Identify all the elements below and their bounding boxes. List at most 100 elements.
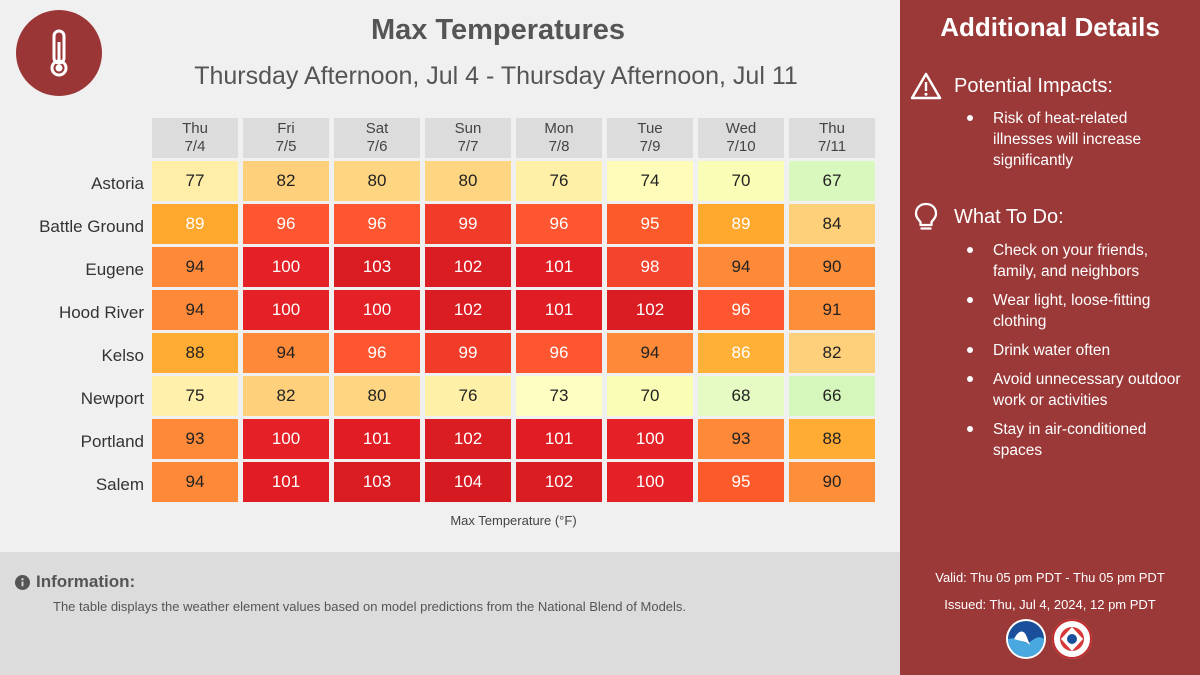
temperature-cell: 100 [607, 462, 693, 502]
column-date: 7/6 [366, 138, 388, 155]
what-to-do-title: What To Do: [954, 205, 1064, 228]
temperature-cell: 101 [516, 247, 602, 287]
list-item: Wear light, loose-fitting clothing [964, 290, 1189, 332]
temperature-cell: 100 [243, 247, 329, 287]
column-day: Mon [544, 120, 574, 137]
column-day: Fri [277, 120, 295, 137]
information-bar: Information: The table displays the weat… [0, 552, 900, 675]
temperature-table: Thu 7/4 Fri 7/5 Sat 7/6 Sun 7/7 Mon 7/8 Tue 7/9 Wed 7… [152, 118, 875, 502]
column-day: Sun [454, 120, 482, 137]
temperature-cell: 90 [789, 462, 875, 502]
temperature-cell: 95 [698, 462, 784, 502]
noaa-logo [1006, 619, 1046, 659]
temperature-cell: 99 [425, 333, 511, 373]
temperature-cell: 100 [243, 290, 329, 330]
what-to-do-heading: What To Do: [910, 202, 1064, 232]
temperature-cell: 80 [334, 376, 420, 416]
nws-emblem [1052, 619, 1092, 659]
temperature-cell: 80 [334, 161, 420, 201]
temperature-cell: 84 [789, 204, 875, 244]
temperature-cell: 102 [516, 462, 602, 502]
temperature-cell: 94 [152, 290, 238, 330]
warning-icon [910, 72, 942, 100]
lightbulb-icon [914, 202, 938, 230]
temperature-cell: 68 [698, 376, 784, 416]
temperature-cell: 101 [516, 419, 602, 459]
temperature-cell: 94 [698, 247, 784, 287]
row-label: Astoria [91, 174, 144, 193]
temperature-cell: 67 [789, 161, 875, 201]
info-icon [15, 574, 30, 590]
column-header: Mon 7/8 [516, 118, 602, 158]
todo-list: Check on your friends, family, and neigh… [964, 240, 1189, 469]
row-label: Portland [80, 432, 144, 451]
temperature-cell: 88 [789, 419, 875, 459]
row-label: Kelso [101, 346, 144, 365]
temperature-cell: 88 [152, 333, 238, 373]
column-date: 7/5 [275, 138, 297, 155]
temperature-cell: 96 [516, 204, 602, 244]
temperature-cell: 102 [607, 290, 693, 330]
temperature-cell: 100 [243, 419, 329, 459]
temperature-cell: 95 [607, 204, 693, 244]
temperature-cell: 100 [607, 419, 693, 459]
column-date: 7/11 [817, 138, 847, 155]
temperature-cell: 75 [152, 376, 238, 416]
temperature-cell: 66 [789, 376, 875, 416]
row-label: Salem [95, 475, 144, 494]
column-date: 7/4 [184, 138, 206, 155]
temperature-cell: 103 [334, 462, 420, 502]
page-subtitle: Thursday Afternoon, Jul 4 - Thursday Aft… [194, 62, 798, 90]
temperature-cell: 94 [152, 247, 238, 287]
list-item: Drink water often [964, 340, 1189, 361]
information-title: Information: [36, 572, 136, 591]
column-date: 7/9 [639, 138, 661, 155]
temperature-cell: 70 [698, 161, 784, 201]
temperature-cell: 96 [334, 333, 420, 373]
temperature-cell: 99 [425, 204, 511, 244]
temperature-cell: 80 [425, 161, 511, 201]
temperature-cell: 91 [789, 290, 875, 330]
temperature-cell: 70 [607, 376, 693, 416]
temperature-cell: 93 [152, 419, 238, 459]
temperature-cell: 82 [789, 333, 875, 373]
thermometer-logo [16, 10, 102, 96]
temperature-cell: 96 [698, 290, 784, 330]
column-header: Thu 7/4 [152, 118, 238, 158]
noaa-emblem [1008, 621, 1044, 657]
temperature-cell: 89 [152, 204, 238, 244]
additional-details-panel: Additional Details Potential Impacts: Ri… [900, 0, 1200, 675]
column-date: 7/7 [457, 138, 479, 155]
temperature-cell: 96 [334, 204, 420, 244]
column-day: Thu [182, 120, 208, 137]
column-day: Wed [725, 120, 757, 137]
temperature-cell: 82 [243, 376, 329, 416]
temperature-cell: 76 [516, 161, 602, 201]
list-item: Check on your friends, family, and neigh… [964, 240, 1189, 282]
temperature-cell: 101 [334, 419, 420, 459]
column-header: Sun 7/7 [425, 118, 511, 158]
information-heading: Information: [15, 572, 135, 592]
information-text: The table displays the weather element v… [53, 599, 687, 614]
main-panel: Max Temperatures Thursday Afternoon, Jul… [0, 10, 875, 528]
row-label: Eugene [85, 260, 144, 279]
issued-time: Issued: Thu, Jul 4, 2024, 12 pm PDT [944, 597, 1156, 612]
temperature-cell: 93 [698, 419, 784, 459]
row-label: Hood River [58, 303, 144, 322]
temperature-cell: 103 [334, 247, 420, 287]
temperature-cell: 102 [425, 290, 511, 330]
list-item: Risk of heat-related illnesses will incr… [964, 108, 1189, 171]
column-header: Tue 7/9 [607, 118, 693, 158]
column-header: Thu 7/11 [789, 118, 875, 158]
temperature-cell: 89 [698, 204, 784, 244]
temperature-cell: 96 [516, 333, 602, 373]
temperature-cell: 82 [243, 161, 329, 201]
temperature-cell: 101 [243, 462, 329, 502]
valid-time: Valid: Thu 05 pm PDT - Thu 05 pm PDT [935, 570, 1165, 585]
row-labels: Astoria Battle Ground Eugene Hood River Kels… [0, 161, 144, 505]
column-date: 7/10 [726, 138, 756, 155]
temperature-cell: 76 [425, 376, 511, 416]
column-day: Thu [819, 120, 845, 137]
temperature-cell: 98 [607, 247, 693, 287]
impacts-list: Risk of heat-related illnesses will incr… [964, 108, 1189, 179]
